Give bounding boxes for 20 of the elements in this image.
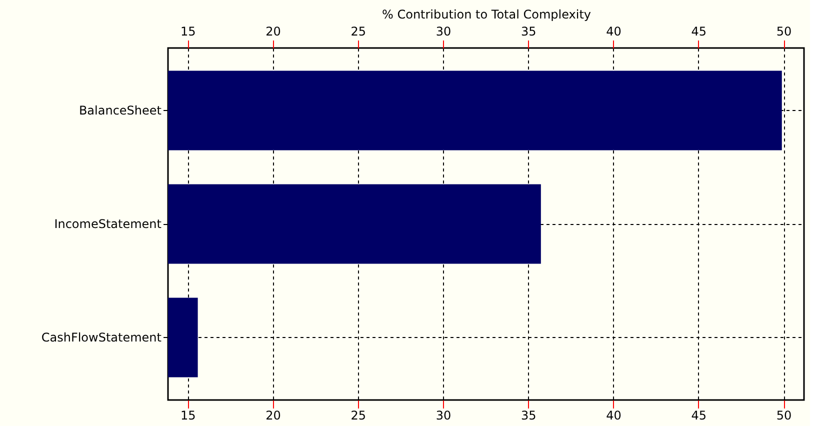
x-tick-label: 45 xyxy=(691,408,707,422)
x2-tick-label: 30 xyxy=(436,24,452,38)
x-tick-label: 20 xyxy=(266,408,281,422)
x-tick-label: 50 xyxy=(776,408,792,422)
x-tick-label: 40 xyxy=(606,408,622,422)
x2-tick-label: 35 xyxy=(521,24,536,38)
x2-tick-label: 40 xyxy=(606,24,622,38)
x-tick-label: 30 xyxy=(436,408,452,422)
x2-tick-label: 45 xyxy=(691,24,707,38)
x-tick-label: 35 xyxy=(521,408,536,422)
y-tick-label: BalanceSheet xyxy=(78,103,162,118)
x-tick-label: 25 xyxy=(350,408,366,422)
x2-tick-label: 15 xyxy=(180,24,196,38)
x2-tick-label: 50 xyxy=(776,24,792,38)
y-tick-label: IncomeStatement xyxy=(54,217,162,231)
x2-axis-title: % Contribution to Total Complexity xyxy=(382,8,592,22)
x2-tick-label: 25 xyxy=(350,24,366,38)
x2-tick-label: 20 xyxy=(266,24,281,38)
x-tick-label: 15 xyxy=(180,408,196,422)
y-tick-label: CashFlowStatement xyxy=(41,330,162,345)
